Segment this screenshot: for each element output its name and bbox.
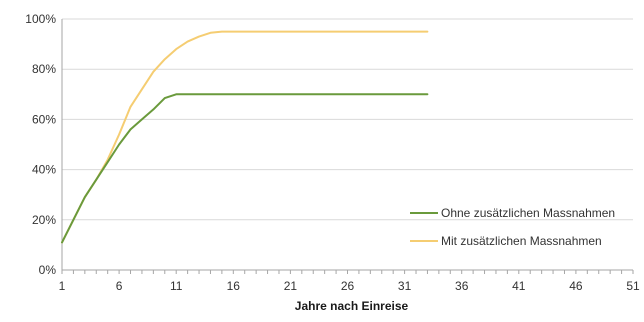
y-tick-label: 0% <box>39 263 57 277</box>
y-tick-label: 20% <box>32 213 56 227</box>
x-axis: 1 6 11 16 21 26 31 36 41 46 51 <box>59 269 640 293</box>
legend-label-1: Ohne zusätzlichen Massnahmen <box>441 206 615 220</box>
x-axis-title: Jahre nach Einreise <box>295 299 409 313</box>
x-tick-label: 21 <box>284 279 298 293</box>
y-axis: 0% 20% 40% 60% 80% 100% <box>25 12 63 277</box>
gridlines <box>62 18 633 221</box>
y-tick-label: 60% <box>32 112 56 126</box>
x-tick-label: 51 <box>626 279 640 293</box>
x-tick-label: 11 <box>170 279 183 293</box>
legend-label-2: Mit zusätzlichen Massnahmen <box>441 234 602 248</box>
x-tick-label: 41 <box>512 279 526 293</box>
x-tick-label: 26 <box>341 279 355 293</box>
series-line-1 <box>61 93 429 244</box>
x-tick-label: 31 <box>398 279 412 293</box>
y-tick-label: 40% <box>32 163 56 177</box>
x-tick-label: 16 <box>227 279 241 293</box>
x-tick-label: 46 <box>569 279 583 293</box>
y-tick-label: 100% <box>25 12 56 26</box>
series-line-2 <box>61 30 429 244</box>
series-lines <box>61 30 429 244</box>
y-tick-label: 80% <box>32 62 56 76</box>
x-tick-label: 36 <box>455 279 469 293</box>
x-tick-label: 6 <box>116 279 123 293</box>
x-tick-label: 1 <box>59 279 66 293</box>
legend: Ohne zusätzlichen Massnahmen Mit zusätzli… <box>410 206 615 248</box>
